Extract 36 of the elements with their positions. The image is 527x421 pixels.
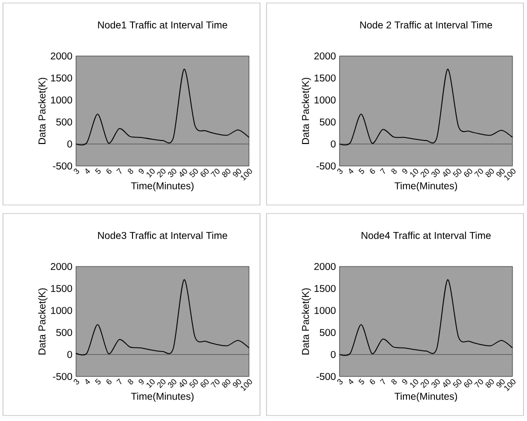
y-axis-title: Data Packet(K) — [38, 288, 48, 354]
x-axis-title: Time(Minutes) — [394, 392, 458, 402]
y-tick-label: 1000 — [51, 96, 72, 104]
y-axis-title: Data Packet(K) — [302, 288, 311, 354]
y-tick-label: -500 — [52, 162, 72, 170]
x-axis-title: Time(Minutes) — [394, 182, 458, 192]
y-tick-label: 500 — [320, 328, 336, 336]
y-tick-label: 1000 — [314, 306, 336, 314]
y-tick-label: 2000 — [50, 262, 72, 270]
y-axis-title: Data Packet(K) — [38, 78, 48, 144]
y-tick-label: 1000 — [314, 96, 336, 104]
y-tick-label: 0 — [67, 350, 72, 358]
y-tick-label: 0 — [330, 140, 336, 148]
y-tick-label: -500 — [52, 372, 72, 380]
y-tick-label: 1000 — [51, 306, 72, 314]
x-axis-title: Time(Minutes) — [131, 182, 194, 192]
y-tick-label: 0 — [330, 350, 336, 358]
y-tick-label: 1500 — [314, 74, 336, 82]
y-axis-title: Data Packet(K) — [302, 78, 311, 144]
x-axis-title: Time(Minutes) — [131, 392, 194, 402]
y-tick-label: 2000 — [314, 52, 336, 60]
y-tick-label: -500 — [316, 372, 336, 380]
y-tick-label: 1500 — [51, 284, 72, 292]
chart-title: Node 2 Traffic at Interval Time — [360, 21, 492, 28]
chart-title: Node4 Traffic at Interval Time — [362, 232, 491, 239]
y-tick-label: 1500 — [314, 284, 336, 292]
y-tick-label: 2000 — [314, 262, 336, 270]
y-tick-label: 500 — [320, 118, 336, 126]
y-tick-label: 500 — [56, 328, 72, 336]
chart-title: Node3 Traffic at Interval Time — [98, 232, 228, 239]
y-tick-label: 500 — [56, 118, 72, 126]
y-tick-label: 1500 — [51, 74, 72, 82]
y-tick-label: 0 — [67, 140, 72, 148]
chart-title: Node1 Traffic at Interval Time — [98, 21, 228, 28]
y-tick-label: 2000 — [50, 52, 72, 60]
y-tick-label: -500 — [316, 162, 336, 170]
